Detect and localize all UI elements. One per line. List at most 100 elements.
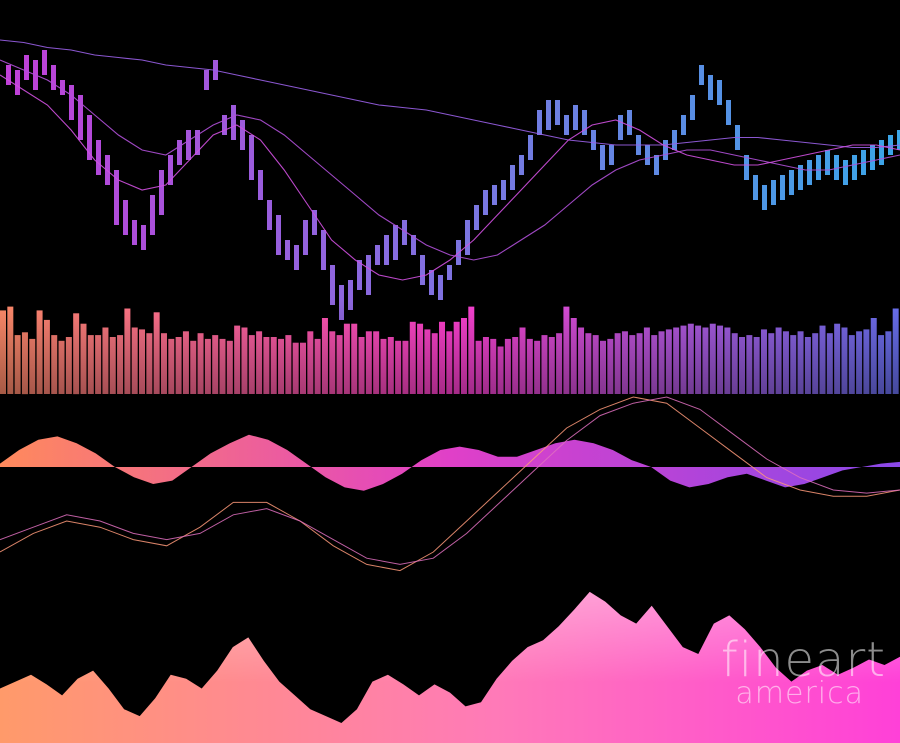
price-candle xyxy=(555,100,560,125)
price-candle xyxy=(798,165,803,190)
price-candle xyxy=(51,65,56,90)
oscillator-signal-line xyxy=(0,396,900,565)
price-candle xyxy=(24,55,29,80)
price-candle xyxy=(321,230,326,270)
price-candle xyxy=(150,195,155,235)
oscillator-histogram xyxy=(0,434,900,491)
oscillator-panel xyxy=(0,396,900,572)
price-candle xyxy=(870,145,875,170)
price-candle xyxy=(699,65,704,85)
volume-panel xyxy=(0,299,900,395)
price-candle xyxy=(294,245,299,270)
price-candle xyxy=(465,220,470,255)
price-candle xyxy=(645,145,650,165)
price-candle xyxy=(15,70,20,95)
price-candle xyxy=(843,160,848,185)
price-candle xyxy=(249,135,254,180)
price-candle xyxy=(168,155,173,185)
price-candle xyxy=(627,110,632,135)
price-candle xyxy=(411,235,416,255)
price-candle xyxy=(789,170,794,195)
oscillator-signal-line xyxy=(0,396,900,572)
price-candle xyxy=(492,185,497,205)
price-candle xyxy=(348,280,353,310)
price-candle xyxy=(834,155,839,180)
price-candle xyxy=(177,140,182,165)
price-candle xyxy=(519,155,524,175)
price-candle xyxy=(483,190,488,215)
price-candle xyxy=(96,140,101,175)
price-candle xyxy=(87,115,92,160)
price-candle xyxy=(591,130,596,150)
price-candle xyxy=(582,110,587,135)
price-candle xyxy=(312,210,317,235)
price-candle xyxy=(123,200,128,235)
price-candle xyxy=(663,140,668,160)
price-candle xyxy=(546,100,551,130)
moving-average-line xyxy=(0,59,900,261)
price-candle xyxy=(231,105,236,140)
price-candle xyxy=(447,265,452,280)
price-candle xyxy=(852,155,857,180)
price-candle xyxy=(132,220,137,245)
moving-average-line xyxy=(0,74,900,281)
moving-average-line xyxy=(0,39,900,149)
price-candle xyxy=(393,225,398,260)
price-candle xyxy=(753,175,758,200)
watermark-line1: fineart xyxy=(720,632,886,688)
price-candle xyxy=(420,255,425,285)
price-candle xyxy=(42,50,47,75)
price-candle xyxy=(438,275,443,300)
price-candle xyxy=(240,120,245,150)
mountain-highlight xyxy=(0,591,900,743)
price-candle xyxy=(285,240,290,260)
price-candle xyxy=(780,175,785,200)
price-candle xyxy=(330,265,335,305)
price-candle xyxy=(303,220,308,255)
price-candle xyxy=(375,245,380,265)
volume-shade xyxy=(0,299,900,394)
price-candle xyxy=(609,145,614,165)
price-candle xyxy=(114,170,119,225)
price-candle xyxy=(78,95,83,140)
price-candle xyxy=(276,215,281,255)
price-candle xyxy=(186,130,191,160)
price-candle xyxy=(654,155,659,175)
price-candle xyxy=(501,180,506,200)
price-candle xyxy=(762,185,767,210)
mountain-panel xyxy=(0,591,900,743)
price-candle xyxy=(672,130,677,150)
price-candle xyxy=(69,85,74,120)
price-candle xyxy=(879,140,884,165)
price-candle xyxy=(222,115,227,135)
price-candle xyxy=(195,130,200,155)
price-candle xyxy=(357,260,362,290)
price-candle xyxy=(429,270,434,295)
price-candle xyxy=(717,80,722,105)
watermark-line2: america xyxy=(735,676,864,711)
price-candle xyxy=(105,155,110,185)
price-candle xyxy=(537,110,542,135)
price-candle xyxy=(708,75,713,100)
price-candle xyxy=(681,115,686,135)
price-candle xyxy=(204,70,209,90)
price-candle xyxy=(384,235,389,265)
price-candle xyxy=(600,145,605,170)
price-candle xyxy=(825,150,830,175)
price-candle xyxy=(402,220,407,245)
price-candle xyxy=(510,165,515,190)
price-candle xyxy=(366,255,371,295)
price-candle xyxy=(807,160,812,185)
price-candle xyxy=(6,65,11,85)
price-candle xyxy=(771,180,776,205)
price-candle xyxy=(528,135,533,160)
price-candle xyxy=(726,100,731,125)
price-candle xyxy=(474,205,479,230)
price-candle xyxy=(141,225,146,250)
price-candle xyxy=(690,95,695,120)
price-candle xyxy=(573,105,578,130)
price-candle xyxy=(267,200,272,230)
price-candle xyxy=(159,170,164,215)
